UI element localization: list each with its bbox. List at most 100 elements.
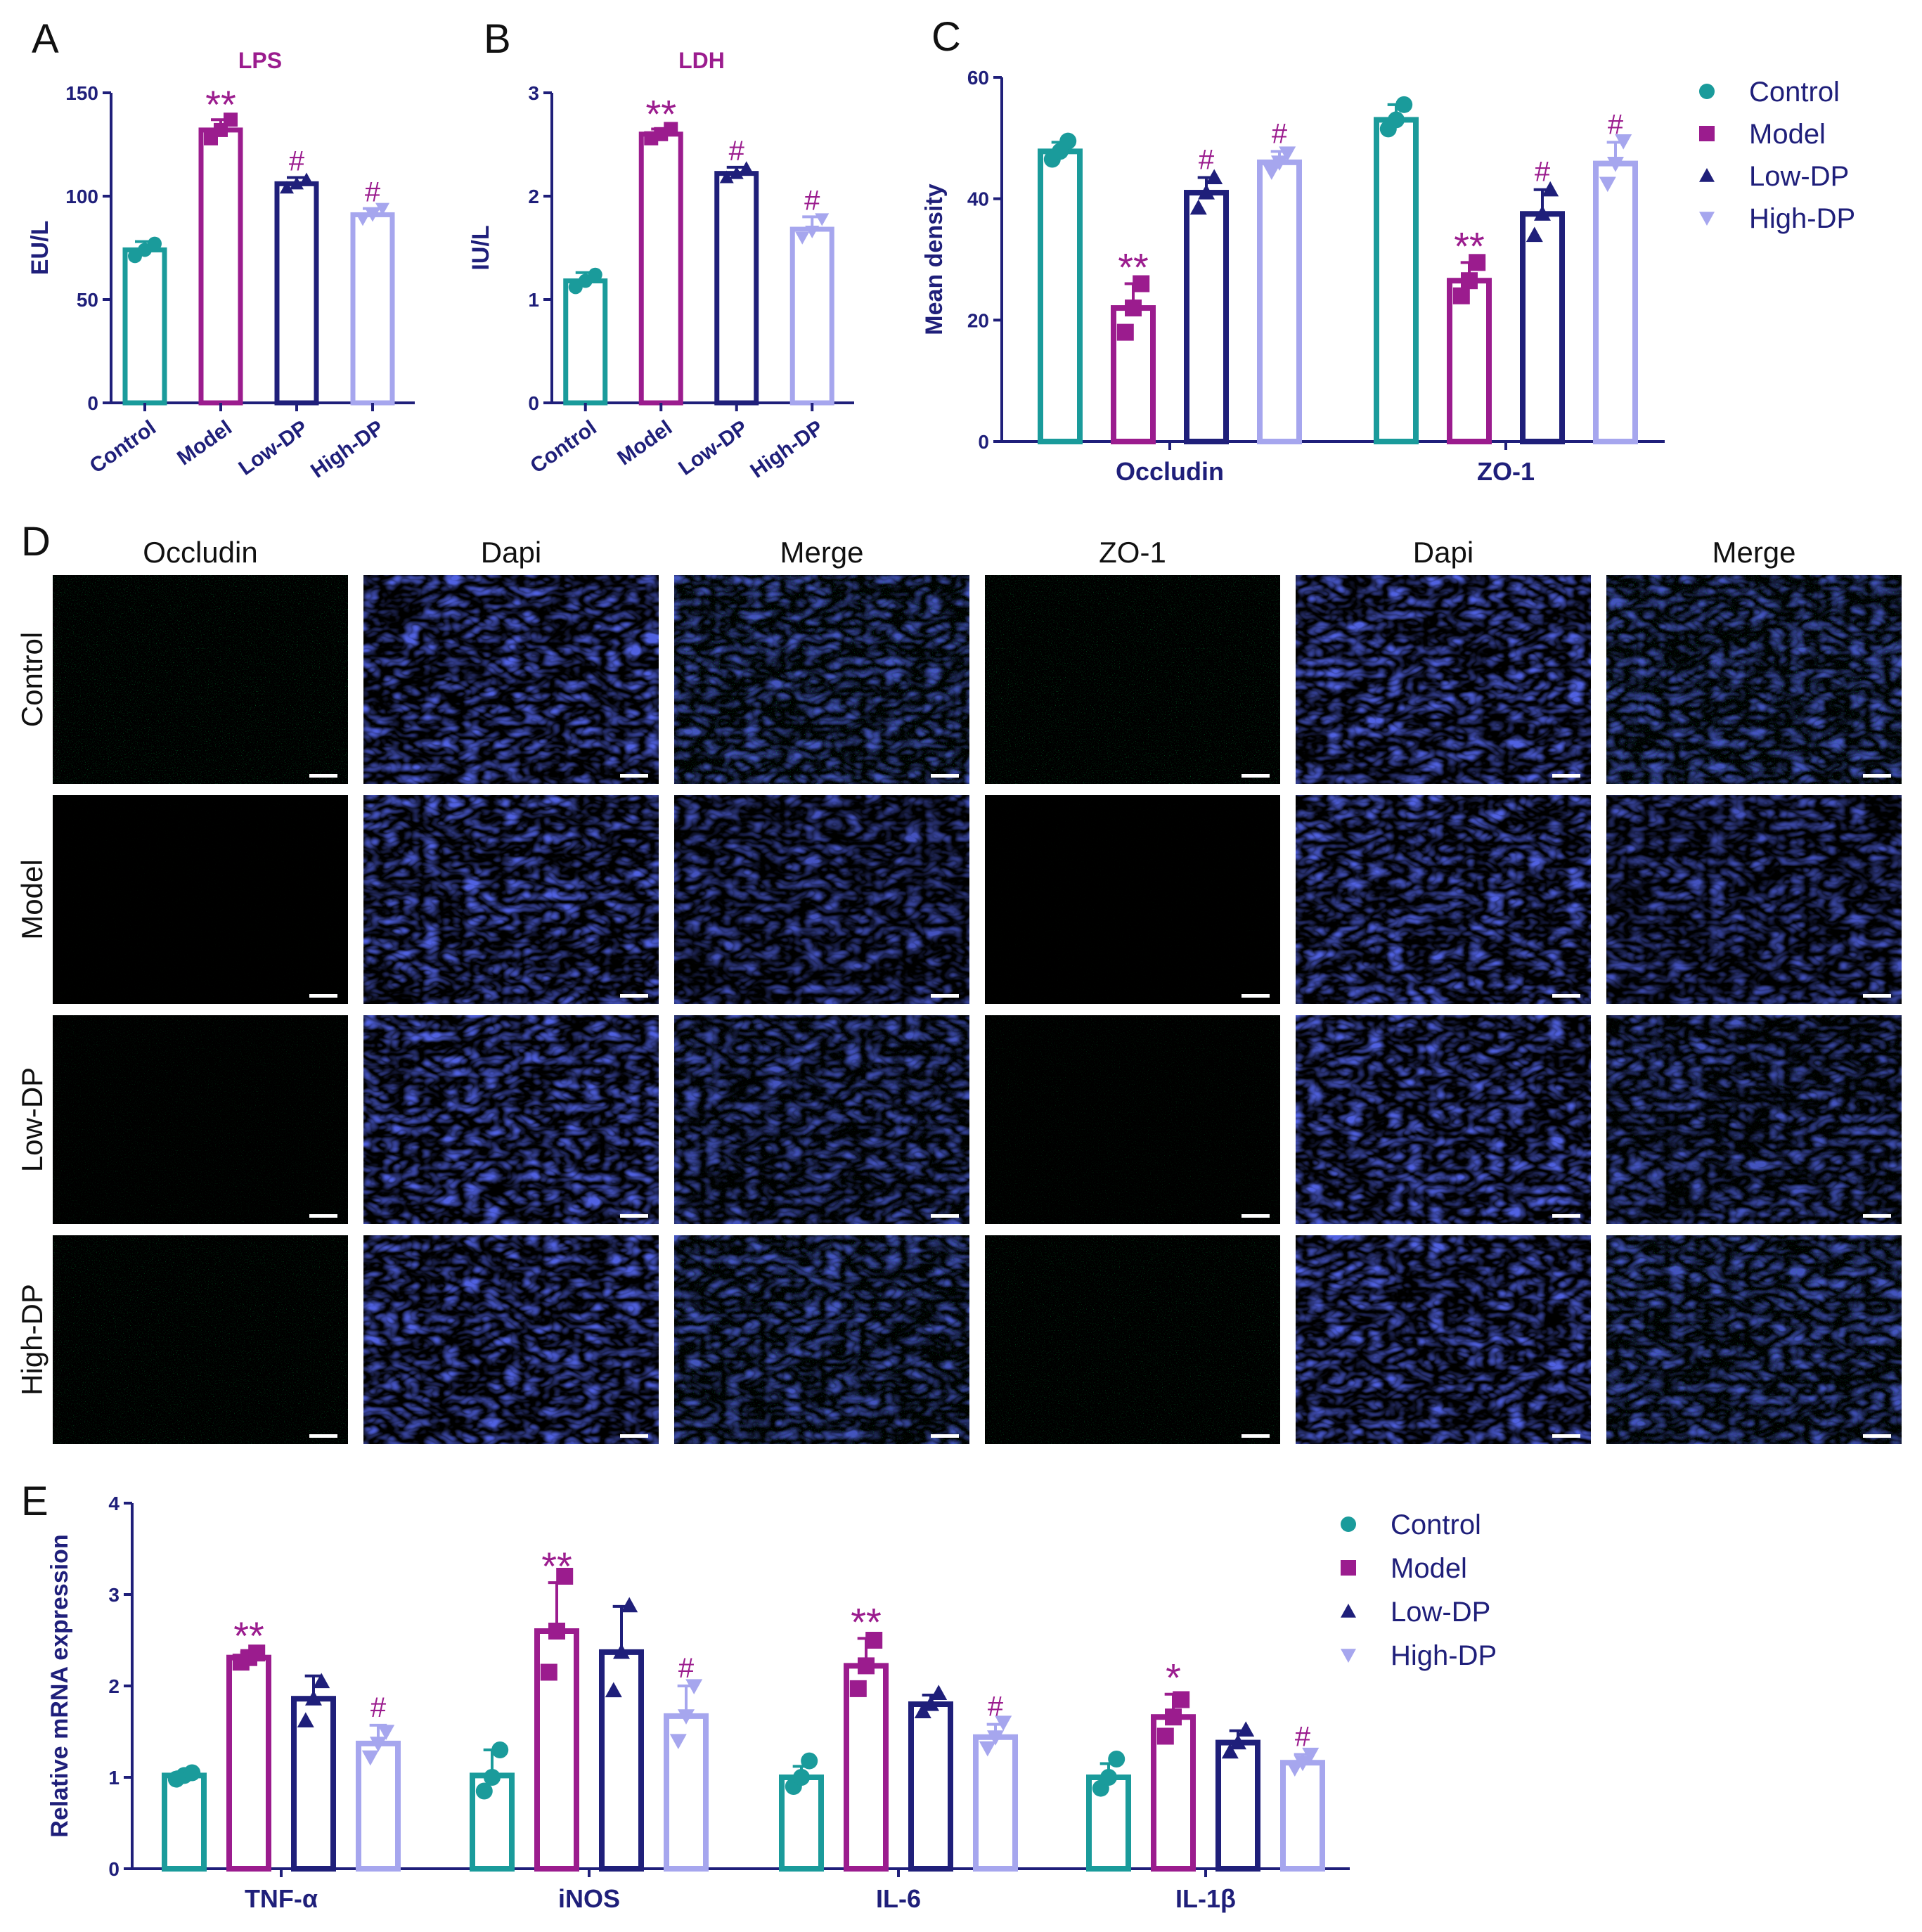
data-point — [669, 1734, 687, 1749]
green-stain — [1606, 575, 1902, 784]
green-stain — [674, 575, 969, 784]
green-stain — [53, 1015, 348, 1224]
data-point — [1279, 146, 1296, 162]
significance-label: # — [370, 1692, 387, 1723]
y-tick-label: 0 — [528, 392, 539, 414]
legend-marker — [1699, 126, 1715, 141]
data-point — [729, 166, 744, 179]
significance-label: # — [804, 185, 820, 216]
data-point — [1286, 1761, 1303, 1777]
y-tick-label: 0 — [87, 392, 98, 414]
data-point — [1542, 181, 1559, 197]
bar — [599, 1649, 644, 1872]
dapi-stain — [363, 1235, 659, 1444]
significance-label: * — [1166, 1656, 1181, 1700]
row-label: High-DP — [15, 1284, 49, 1396]
legend-marker — [1341, 1604, 1356, 1618]
x-tick-label: Model — [173, 416, 236, 470]
data-point — [930, 1685, 948, 1700]
data-point — [1615, 134, 1632, 150]
significance-label: # — [1272, 118, 1288, 149]
data-point — [1607, 156, 1624, 172]
significance-label: # — [1199, 144, 1215, 175]
scale-bar — [1552, 994, 1580, 998]
bar — [1374, 117, 1419, 445]
data-point — [613, 1643, 630, 1659]
y-tick-label: 3 — [528, 82, 539, 104]
data-point — [1302, 1747, 1320, 1763]
green-stain — [674, 1235, 969, 1444]
legend-label: Low-DP — [1391, 1597, 1490, 1628]
data-point — [1221, 1743, 1239, 1759]
legend-marker — [1341, 1649, 1356, 1663]
scale-bar — [1863, 774, 1891, 778]
green-stain — [674, 795, 969, 1004]
dapi-stain — [1296, 1015, 1591, 1224]
bar — [1447, 278, 1492, 445]
green-stain — [985, 1235, 1280, 1444]
chart-mrna-expression: 0 1 2 3 4 Relative mRNA expression ** # TNF-α ** #… — [46, 1493, 1497, 1913]
data-point — [1534, 205, 1551, 221]
y-tick-label: 150 — [65, 82, 98, 104]
scale-bar — [1552, 774, 1580, 778]
data-point — [375, 202, 389, 216]
data-point — [849, 1680, 867, 1697]
legend-marker — [1341, 1516, 1356, 1532]
bar — [198, 127, 243, 406]
bar — [356, 1740, 401, 1872]
data-point — [299, 172, 314, 186]
x-tick-label: Model — [613, 416, 676, 470]
chart-mean-density: 0 20 40 60 Mean density ** # # Occludin ** # # ZO-1 C… — [921, 67, 1855, 486]
column-label: Occludin — [143, 536, 257, 569]
bar — [1257, 159, 1302, 444]
data-point — [491, 1741, 509, 1758]
dapi-stain — [1296, 1235, 1591, 1444]
scale-bar — [309, 994, 337, 998]
scale-bar — [1863, 994, 1891, 998]
data-point — [1230, 1734, 1246, 1750]
x-tick-label: Control — [86, 416, 160, 478]
y-tick-label: 2 — [108, 1675, 120, 1697]
legend-marker — [1699, 168, 1715, 182]
data-point — [1294, 1756, 1311, 1772]
x-tick-label: Control — [526, 416, 600, 478]
row-label: Low-DP — [15, 1067, 49, 1172]
dapi-stain — [363, 795, 659, 1004]
data-point — [987, 1730, 1004, 1746]
bar — [1593, 160, 1638, 445]
x-tick-label: IL-6 — [876, 1884, 921, 1913]
data-point — [1173, 1691, 1190, 1708]
row-label: Control — [15, 632, 49, 727]
y-tick-label: 0 — [108, 1858, 120, 1880]
data-point — [1469, 254, 1486, 271]
legend-label: Model — [1749, 119, 1826, 150]
significance-label: # — [289, 146, 305, 177]
column-label: Dapi — [1413, 536, 1473, 569]
data-point — [795, 231, 810, 245]
data-point — [248, 1644, 266, 1662]
significance-label: ** — [233, 1614, 264, 1658]
bar — [1038, 148, 1083, 444]
data-point — [548, 1623, 565, 1640]
data-point — [1388, 111, 1405, 129]
x-tick-label: Low-DP — [235, 416, 312, 480]
panel-letter-e: E — [21, 1479, 49, 1524]
data-point — [1452, 287, 1470, 304]
scale-bar — [309, 1214, 337, 1218]
green-stain — [985, 795, 1280, 1004]
significance-label: # — [1608, 109, 1624, 140]
significance-label: ** — [541, 1544, 572, 1588]
scale-bar — [1552, 1214, 1580, 1218]
y-tick-label: 20 — [967, 309, 989, 331]
green-stain — [674, 1015, 969, 1224]
panel-letter-c: C — [931, 14, 961, 60]
column-label: Dapi — [481, 536, 541, 569]
scale-bar — [309, 774, 337, 778]
dapi-stain — [1296, 575, 1591, 784]
data-point — [995, 1715, 1012, 1731]
chart-title: LPS — [238, 48, 282, 73]
data-point — [361, 1750, 379, 1766]
scale-bar — [620, 774, 648, 778]
significance-label: ** — [851, 1599, 882, 1644]
